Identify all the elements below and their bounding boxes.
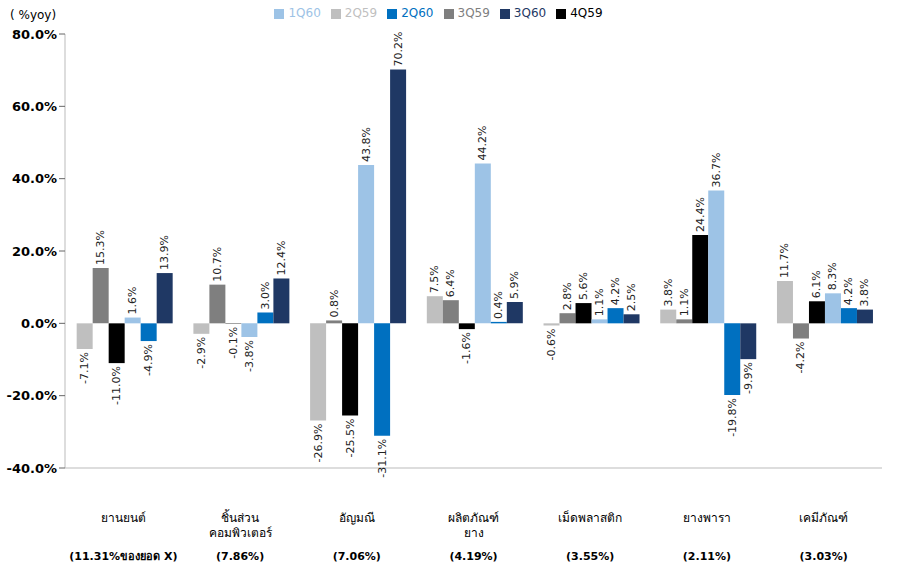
- svg-text:0.8%: 0.8%: [328, 289, 341, 317]
- svg-text:-4.2%: -4.2%: [794, 342, 807, 374]
- html-text:( %yoy): ( %yoy): [10, 8, 57, 22]
- svg-text:4.2%: 4.2%: [842, 277, 855, 305]
- html-text:1Q60: 1Q60: [288, 6, 321, 20]
- svg-text:-0.6%: -0.6%: [545, 329, 558, 361]
- svg-text:-4.9%: -4.9%: [142, 344, 155, 376]
- svg-text:-1.6%: -1.6%: [460, 332, 473, 364]
- svg-text:-2.9%: -2.9%: [195, 337, 208, 369]
- svg-text:(4.19%): (4.19%): [449, 550, 497, 563]
- svg-text:(2.11%): (2.11%): [683, 550, 731, 563]
- html-text:4Q59: 4Q59: [570, 6, 603, 20]
- svg-text:(3.55%): (3.55%): [566, 550, 614, 563]
- svg-text:2.5%: 2.5%: [625, 283, 638, 311]
- svg-text:80.0%: 80.0%: [12, 27, 57, 42]
- svg-text:0.4%: 0.4%: [492, 291, 505, 319]
- svg-text:6.4%: 6.4%: [444, 269, 457, 297]
- svg-text:ยางพารา: ยางพารา: [683, 511, 731, 525]
- svg-text:-9.9%: -9.9%: [742, 362, 755, 394]
- svg-text:0.0%: 0.0%: [21, 316, 57, 331]
- html-text:2Q59: 2Q59: [344, 6, 378, 20]
- svg-text:(3.03%): (3.03%): [800, 550, 848, 563]
- svg-text:-7.1%: -7.1%: [78, 352, 91, 384]
- svg-text:3.0%: 3.0%: [259, 282, 272, 310]
- svg-text:-25.5%: -25.5%: [344, 419, 357, 458]
- svg-text:60.0%: 60.0%: [12, 99, 57, 114]
- svg-text:6.1%: 6.1%: [810, 270, 823, 298]
- svg-text:5.6%: 5.6%: [577, 272, 590, 300]
- svg-text:-26.9%: -26.9%: [312, 424, 325, 463]
- svg-text:-3.8%: -3.8%: [243, 340, 256, 372]
- svg-text:3.8%: 3.8%: [858, 279, 871, 307]
- svg-text:70.2%: 70.2%: [392, 31, 405, 66]
- svg-text:8.3%: 8.3%: [826, 262, 839, 290]
- svg-text:43.8%: 43.8%: [360, 127, 373, 162]
- svg-text:40.0%: 40.0%: [12, 171, 57, 186]
- svg-text:เม็ดพลาสติก: เม็ดพลาสติก: [558, 510, 622, 525]
- svg-text:ชิ้นส่วนคอมพิวเตอร์: ชิ้นส่วนคอมพิวเตอร์: [209, 509, 273, 540]
- svg-text:1.1%: 1.1%: [593, 288, 606, 316]
- svg-text:3.8%: 3.8%: [662, 279, 675, 307]
- svg-text:ผลิตภัณฑ์ยาง: ผลิตภัณฑ์ยาง: [448, 511, 499, 540]
- svg-text:(11.31%ของยอด X): (11.31%ของยอด X): [69, 550, 177, 563]
- svg-text:24.4%: 24.4%: [694, 197, 707, 232]
- svg-text:(7.86%): (7.86%): [216, 550, 264, 563]
- svg-text:เคมีภัณฑ์: เคมีภัณฑ์: [799, 511, 848, 525]
- svg-text:10.7%: 10.7%: [211, 247, 224, 282]
- svg-text:7.5%: 7.5%: [428, 265, 441, 293]
- svg-text:-20.0%: -20.0%: [7, 388, 58, 403]
- svg-text:15.3%: 15.3%: [94, 230, 107, 265]
- html-text:2Q60: 2Q60: [401, 6, 434, 20]
- svg-text:-31.1%: -31.1%: [376, 439, 389, 478]
- svg-text:20.0%: 20.0%: [12, 244, 57, 259]
- svg-text:1.6%: 1.6%: [126, 287, 139, 315]
- svg-text:อัญมณี: อัญมณี: [339, 511, 375, 525]
- svg-text:1.1%: 1.1%: [678, 288, 691, 316]
- svg-text:-19.8%: -19.8%: [726, 398, 739, 437]
- svg-text:13.9%: 13.9%: [158, 235, 171, 270]
- html-text:3Q59: 3Q59: [457, 6, 490, 20]
- html-text:3Q60: 3Q60: [513, 6, 547, 20]
- svg-text:(7.06%): (7.06%): [333, 550, 381, 563]
- svg-text:-11.0%: -11.0%: [110, 366, 123, 405]
- svg-text:-40.0%: -40.0%: [7, 461, 58, 476]
- svg-text:5.9%: 5.9%: [508, 271, 521, 299]
- svg-text:-0.1%: -0.1%: [227, 327, 240, 359]
- svg-text:36.7%: 36.7%: [710, 153, 723, 188]
- svg-text:44.2%: 44.2%: [476, 126, 489, 161]
- svg-text:ยานยนต์: ยานยนต์: [101, 511, 146, 525]
- svg-text:4.2%: 4.2%: [609, 277, 622, 305]
- svg-text:2.8%: 2.8%: [561, 282, 574, 310]
- svg-text:11.7%: 11.7%: [778, 243, 791, 278]
- svg-text:12.4%: 12.4%: [275, 241, 288, 276]
